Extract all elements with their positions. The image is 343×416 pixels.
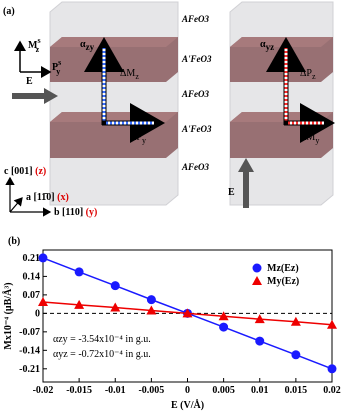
point xyxy=(327,319,337,329)
point xyxy=(38,297,48,307)
alpha-label: αzy xyxy=(80,39,95,52)
y-tick-label: -0.14 xyxy=(19,345,40,356)
y-tick-label: 0.14 xyxy=(23,271,41,282)
delta-label: ΔPz xyxy=(300,68,316,81)
delta-label: ΔPy xyxy=(130,132,146,145)
axis-label: a [11̄0] (x) xyxy=(26,192,69,203)
point xyxy=(146,305,157,315)
left-stack xyxy=(49,1,179,206)
p-axis-label: Ps y xyxy=(52,58,61,76)
point xyxy=(38,253,48,263)
delta-label: ΔMz xyxy=(120,68,139,81)
x-tick-label: 0.02 xyxy=(323,385,341,396)
annotation: αyz = -0.72x10⁻⁴ in g.u. xyxy=(53,349,151,360)
axis-label: c [001] (z) xyxy=(4,166,46,177)
point xyxy=(219,322,229,332)
point xyxy=(255,336,265,346)
chart: (b) -0.21 -0.14 -0.07 0 0.07 0.14 0.21 -0.02 -0.0… xyxy=(2,236,341,411)
x-tick-label: 0 xyxy=(185,385,190,396)
panel-label: (a) xyxy=(3,6,15,17)
y-tick-label: -0.21 xyxy=(19,364,40,375)
field-label: E xyxy=(26,76,33,87)
point xyxy=(74,267,84,277)
y-tick-label: 0.21 xyxy=(23,253,41,264)
point xyxy=(110,281,120,291)
right-stack xyxy=(229,1,334,206)
x-tick-label: -0.005 xyxy=(138,385,164,396)
x-axis-label: E (V/Å) xyxy=(171,399,204,411)
point xyxy=(146,295,156,305)
layer-label: AFeO3 xyxy=(181,14,210,24)
y-tick-label: 0 xyxy=(35,308,40,319)
legend-label: Mz(Ez) xyxy=(267,263,299,274)
layer-label: A'FeO3 xyxy=(181,124,212,134)
legend-marker xyxy=(252,263,262,273)
field-label: E xyxy=(228,187,235,198)
x-tick-label: 0.01 xyxy=(251,385,269,396)
layer-label: AFeO3 xyxy=(181,89,210,99)
legend-label: My(Ez) xyxy=(267,276,299,287)
axis-label: b [110] (y) xyxy=(54,207,97,218)
delta-label: ΔMy xyxy=(300,132,319,145)
point xyxy=(218,311,229,321)
x-tick-label: -0.02 xyxy=(33,385,54,396)
alpha-label: αyz xyxy=(260,39,274,52)
point xyxy=(110,302,121,312)
diagram: (a) AFeO3 A'FeO3 AFeO3 A'FeO3 AFeO3 Ms z … xyxy=(3,1,335,218)
point xyxy=(291,350,301,360)
annotation: αzy = -3.54x10⁻⁴ in g.u. xyxy=(53,334,151,345)
x-tick-label: 0.005 xyxy=(212,385,235,396)
x-tick-label: 0.015 xyxy=(285,385,308,396)
y-tick-label: 0.07 xyxy=(23,290,41,301)
y-tick-label: -0.07 xyxy=(19,327,40,338)
x-tick-label: -0.015 xyxy=(66,385,92,396)
point xyxy=(182,308,193,318)
panel-label: (b) xyxy=(8,236,20,247)
legend-marker xyxy=(252,276,262,285)
m-axis-label: Ms z xyxy=(28,36,41,54)
point xyxy=(254,314,265,324)
layer-label: AFeO3 xyxy=(181,162,210,172)
y-axis-label: Mx10⁻⁴ (μB/Å³) xyxy=(2,282,14,349)
point xyxy=(327,364,337,374)
x-tick-label: -0.01 xyxy=(105,385,126,396)
point xyxy=(290,316,301,326)
layer-label: A'FeO3 xyxy=(181,54,212,64)
point xyxy=(74,299,85,309)
